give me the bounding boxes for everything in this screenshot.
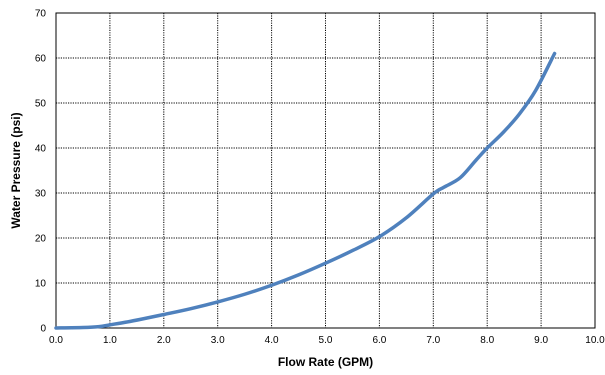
y-tick-label-7: 70 bbox=[35, 9, 47, 20]
x-tick-label-9: 9.0 bbox=[534, 335, 548, 346]
y-tick-label-4: 40 bbox=[35, 144, 47, 155]
y-tick-label-1: 10 bbox=[35, 279, 47, 290]
x-tick-label-10: 10.0 bbox=[585, 335, 605, 346]
series-layer bbox=[54, 51, 557, 330]
y-tick-label-6: 60 bbox=[35, 54, 47, 65]
x-tick-label-1: 1.0 bbox=[103, 335, 117, 346]
x-tick-label-7: 7.0 bbox=[426, 335, 440, 346]
x-tick-label-6: 6.0 bbox=[372, 335, 386, 346]
y-tick-label-0: 0 bbox=[40, 324, 46, 335]
y-tick-label-3: 30 bbox=[35, 189, 47, 200]
x-tick-label-3: 3.0 bbox=[211, 335, 225, 346]
x-tick-label-4: 4.0 bbox=[265, 335, 279, 346]
y-axis-title: Water Pressure (psi) bbox=[9, 112, 23, 228]
y-tick-label-5: 50 bbox=[35, 99, 47, 110]
x-tick-label-8: 8.0 bbox=[480, 335, 494, 346]
x-axis-title: Flow Rate (GPM) bbox=[278, 355, 373, 369]
x-axis-ticks: 0.0 1.0 2.0 3.0 4.0 5.0 6.0 7.0 8.0 9.0 10.0 bbox=[49, 335, 605, 346]
y-tick-label-2: 20 bbox=[35, 234, 47, 245]
x-tick-label-5: 5.0 bbox=[319, 335, 333, 346]
x-tick-label-0: 0.0 bbox=[49, 335, 63, 346]
plot-area-frame bbox=[55, 12, 596, 329]
y-axis-ticks: 0 10 20 30 40 50 60 70 bbox=[35, 9, 47, 335]
grid-lines bbox=[56, 13, 595, 328]
series-line-0 bbox=[54, 51, 557, 330]
x-tick-label-2: 2.0 bbox=[157, 335, 171, 346]
